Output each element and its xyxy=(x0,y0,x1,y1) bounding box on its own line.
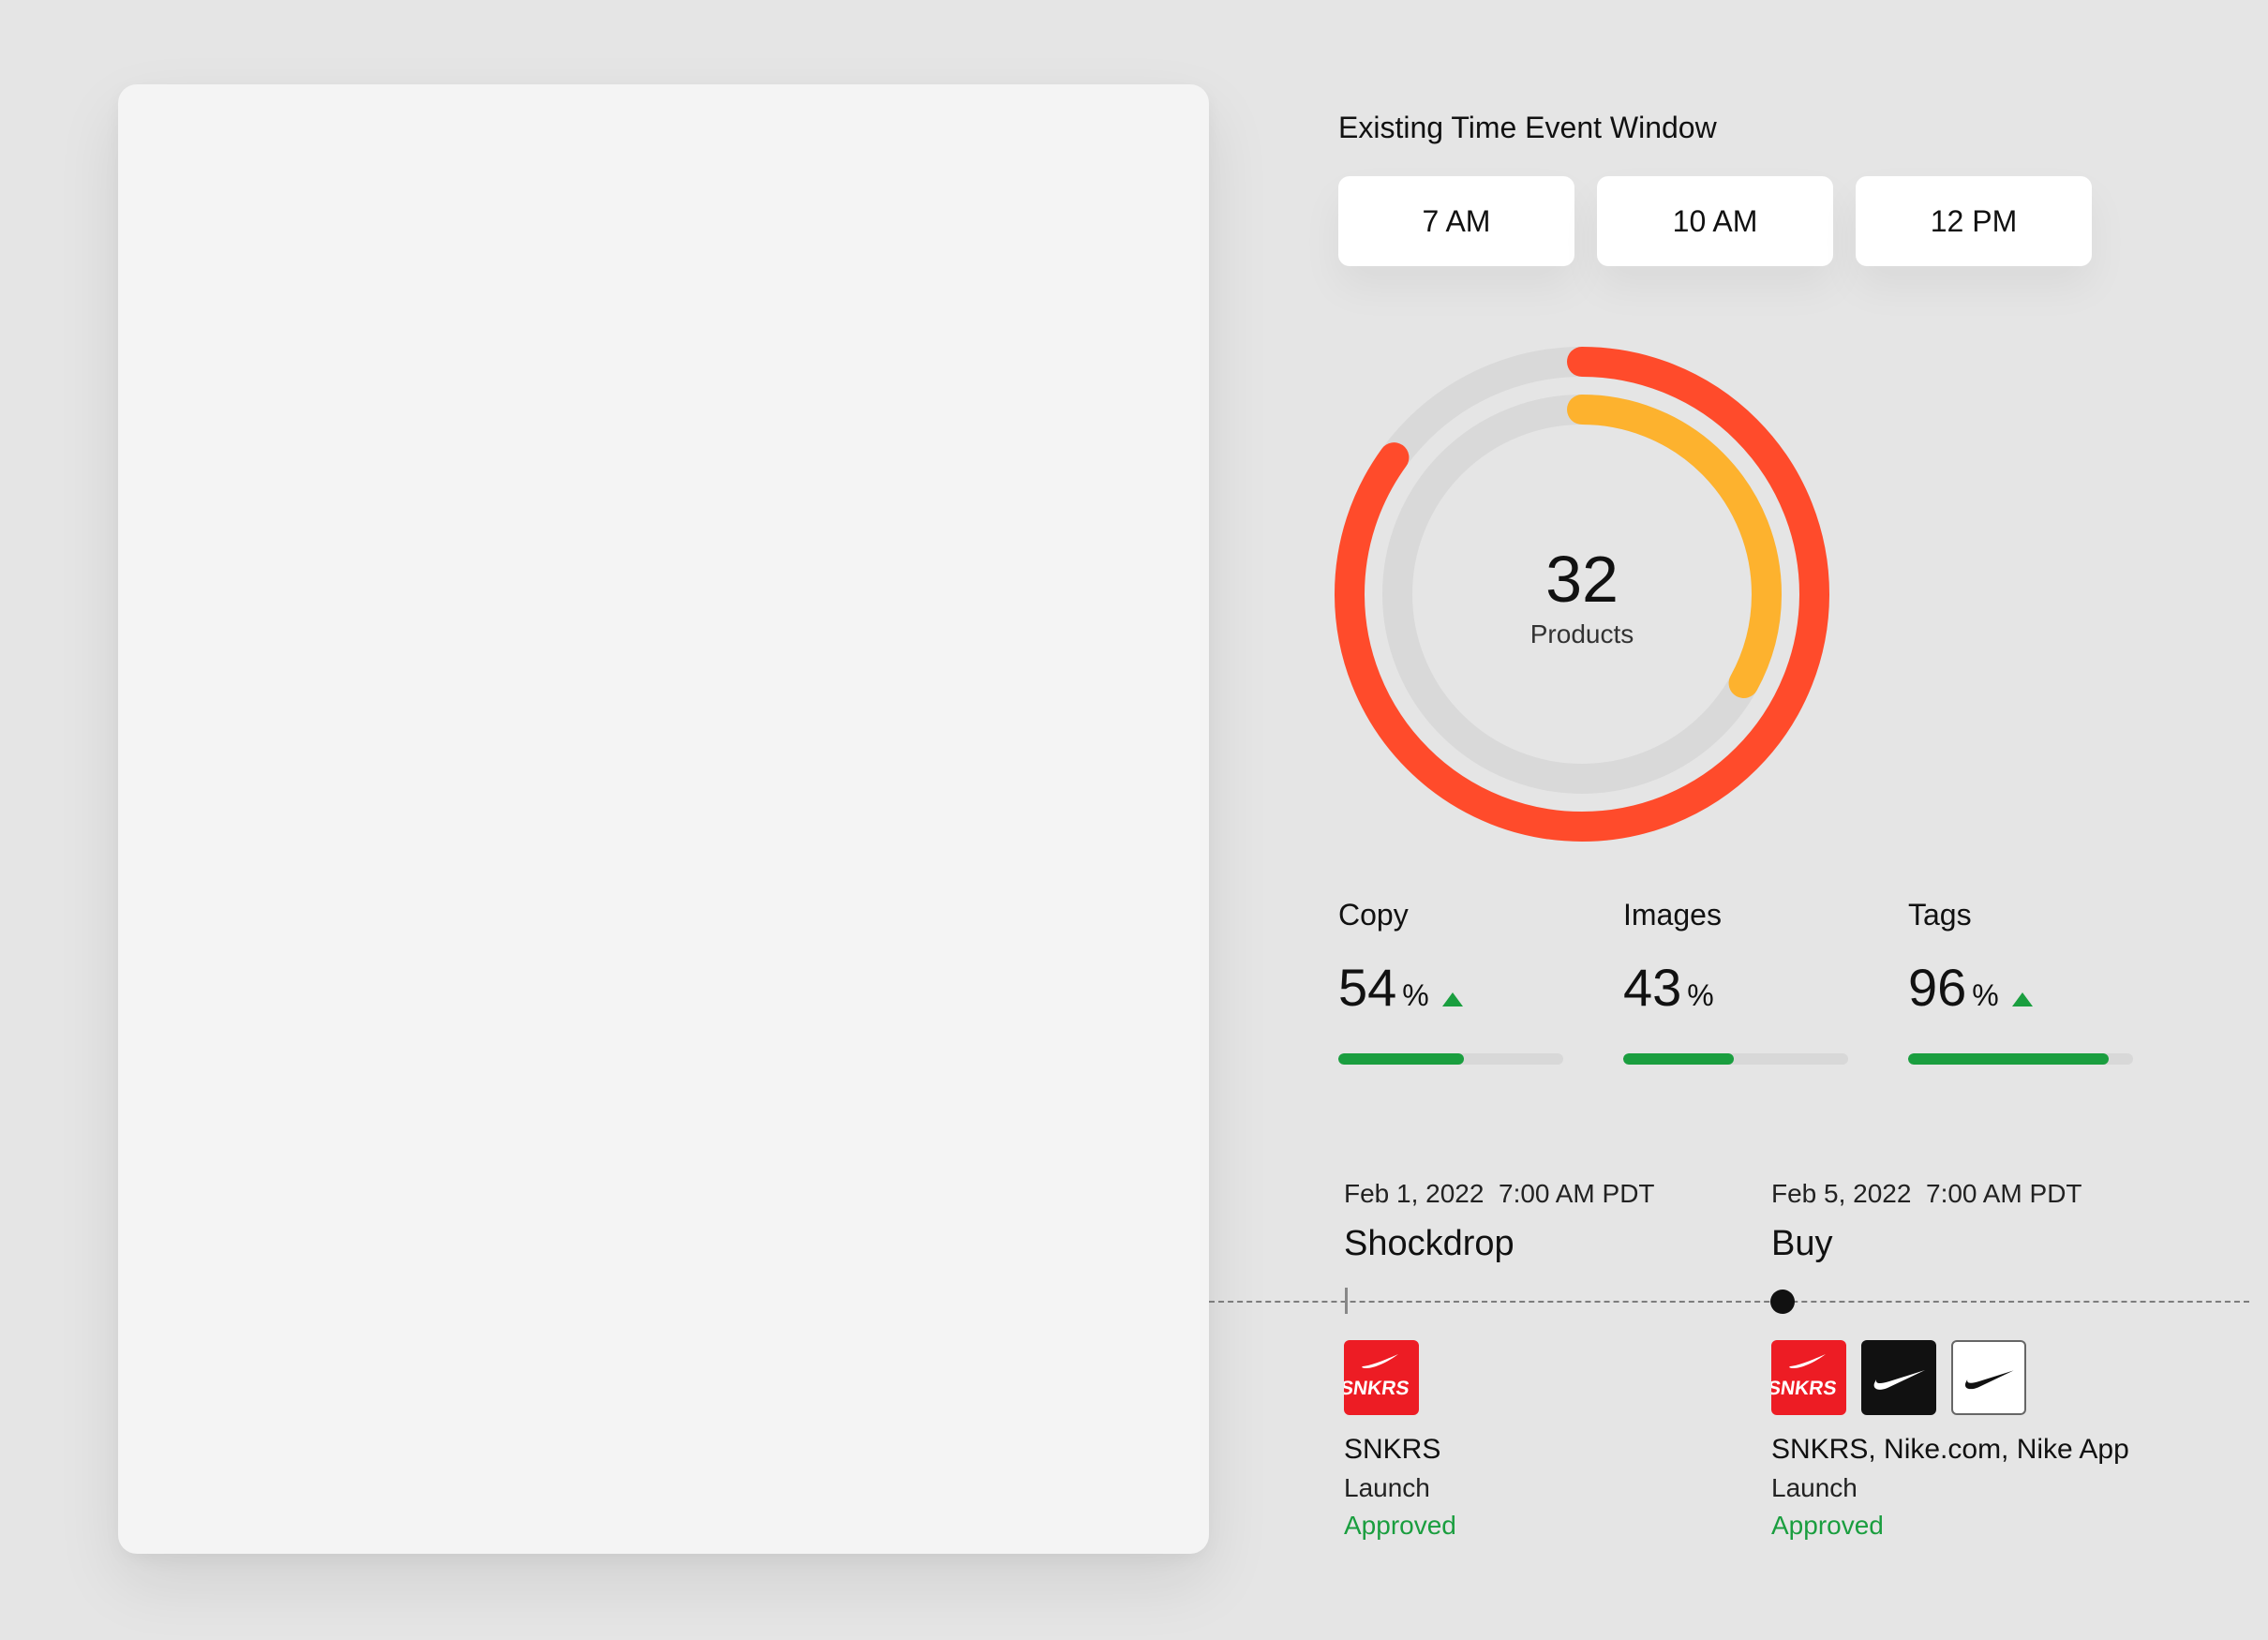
product-count: 32 xyxy=(1545,543,1619,616)
tags-progress-fill xyxy=(1908,1053,2109,1065)
event-date: Feb 1, 2022 7:00 AM PDT xyxy=(1344,1179,1655,1208)
tags-percent-unit: % xyxy=(1972,978,1999,1012)
event-marker-tick xyxy=(1345,1288,1348,1314)
copy-stat-value: 54 % xyxy=(1338,960,1463,1016)
tags-trend-up-icon xyxy=(2011,991,2033,1006)
images-stat-label: Images xyxy=(1623,898,1722,932)
copy-progress-bar xyxy=(1338,1053,1563,1065)
event-type: Launch xyxy=(1344,1473,1430,1502)
tags-percent-number: 96 xyxy=(1908,958,1967,1017)
event-type: Launch xyxy=(1771,1473,1858,1502)
event-channels: SNKRS xyxy=(1344,1434,1441,1465)
event-status: Approved xyxy=(1771,1511,1884,1540)
nike-swoosh-white-icon xyxy=(1951,1340,2026,1415)
time-window-title: Existing Time Event Window xyxy=(1338,111,1717,144)
snkrs-logo-text: SNKRS xyxy=(1344,1378,1410,1399)
event-name[interactable]: Shockdrop xyxy=(1344,1224,1514,1263)
snkrs-logo-icon: SNKRS xyxy=(1771,1340,1846,1415)
products-progress-ring: 32 Products xyxy=(1335,347,1829,842)
event-date: Feb 5, 2022 7:00 AM PDT xyxy=(1771,1179,2082,1208)
copy-progress-fill xyxy=(1338,1053,1465,1065)
tags-progress-bar xyxy=(1908,1053,2133,1065)
copy-percent-unit: % xyxy=(1402,978,1429,1012)
event-name[interactable]: Buy xyxy=(1771,1224,1833,1263)
event-channels: SNKRS, Nike.com, Nike App xyxy=(1771,1434,2129,1465)
copy-percent-number: 54 xyxy=(1338,958,1397,1017)
nike-swoosh-black-icon xyxy=(1861,1340,1936,1415)
product-count-label: Products xyxy=(1530,619,1634,649)
event-marker-dot[interactable] xyxy=(1770,1290,1795,1314)
time-option-12pm-button[interactable]: 12 PM xyxy=(1856,176,2092,266)
images-progress-fill xyxy=(1623,1053,1734,1065)
time-option-10am-button[interactable]: 10 AM xyxy=(1597,176,1833,266)
tags-stat-value: 96 % xyxy=(1908,960,2033,1016)
images-percent-unit: % xyxy=(1687,978,1714,1012)
tags-stat-label: Tags xyxy=(1908,898,1972,932)
images-progress-bar xyxy=(1623,1053,1848,1065)
blank-preview-panel xyxy=(118,84,1209,1554)
images-percent-number: 43 xyxy=(1623,958,1682,1017)
images-stat-value: 43 % xyxy=(1623,960,1714,1016)
time-option-7am-button[interactable]: 7 AM xyxy=(1338,176,1574,266)
copy-stat-label: Copy xyxy=(1338,898,1409,932)
copy-trend-up-icon xyxy=(1441,991,1463,1006)
outer-ring-progress xyxy=(1335,347,1829,842)
center-disc xyxy=(1415,427,1749,761)
snkrs-logo-text: SNKRS xyxy=(1771,1378,1838,1399)
snkrs-logo-icon: SNKRS xyxy=(1344,1340,1419,1415)
event-status: Approved xyxy=(1344,1511,1456,1540)
timeline-axis xyxy=(1209,1301,2249,1303)
inner-ring-progress xyxy=(1382,395,1782,794)
